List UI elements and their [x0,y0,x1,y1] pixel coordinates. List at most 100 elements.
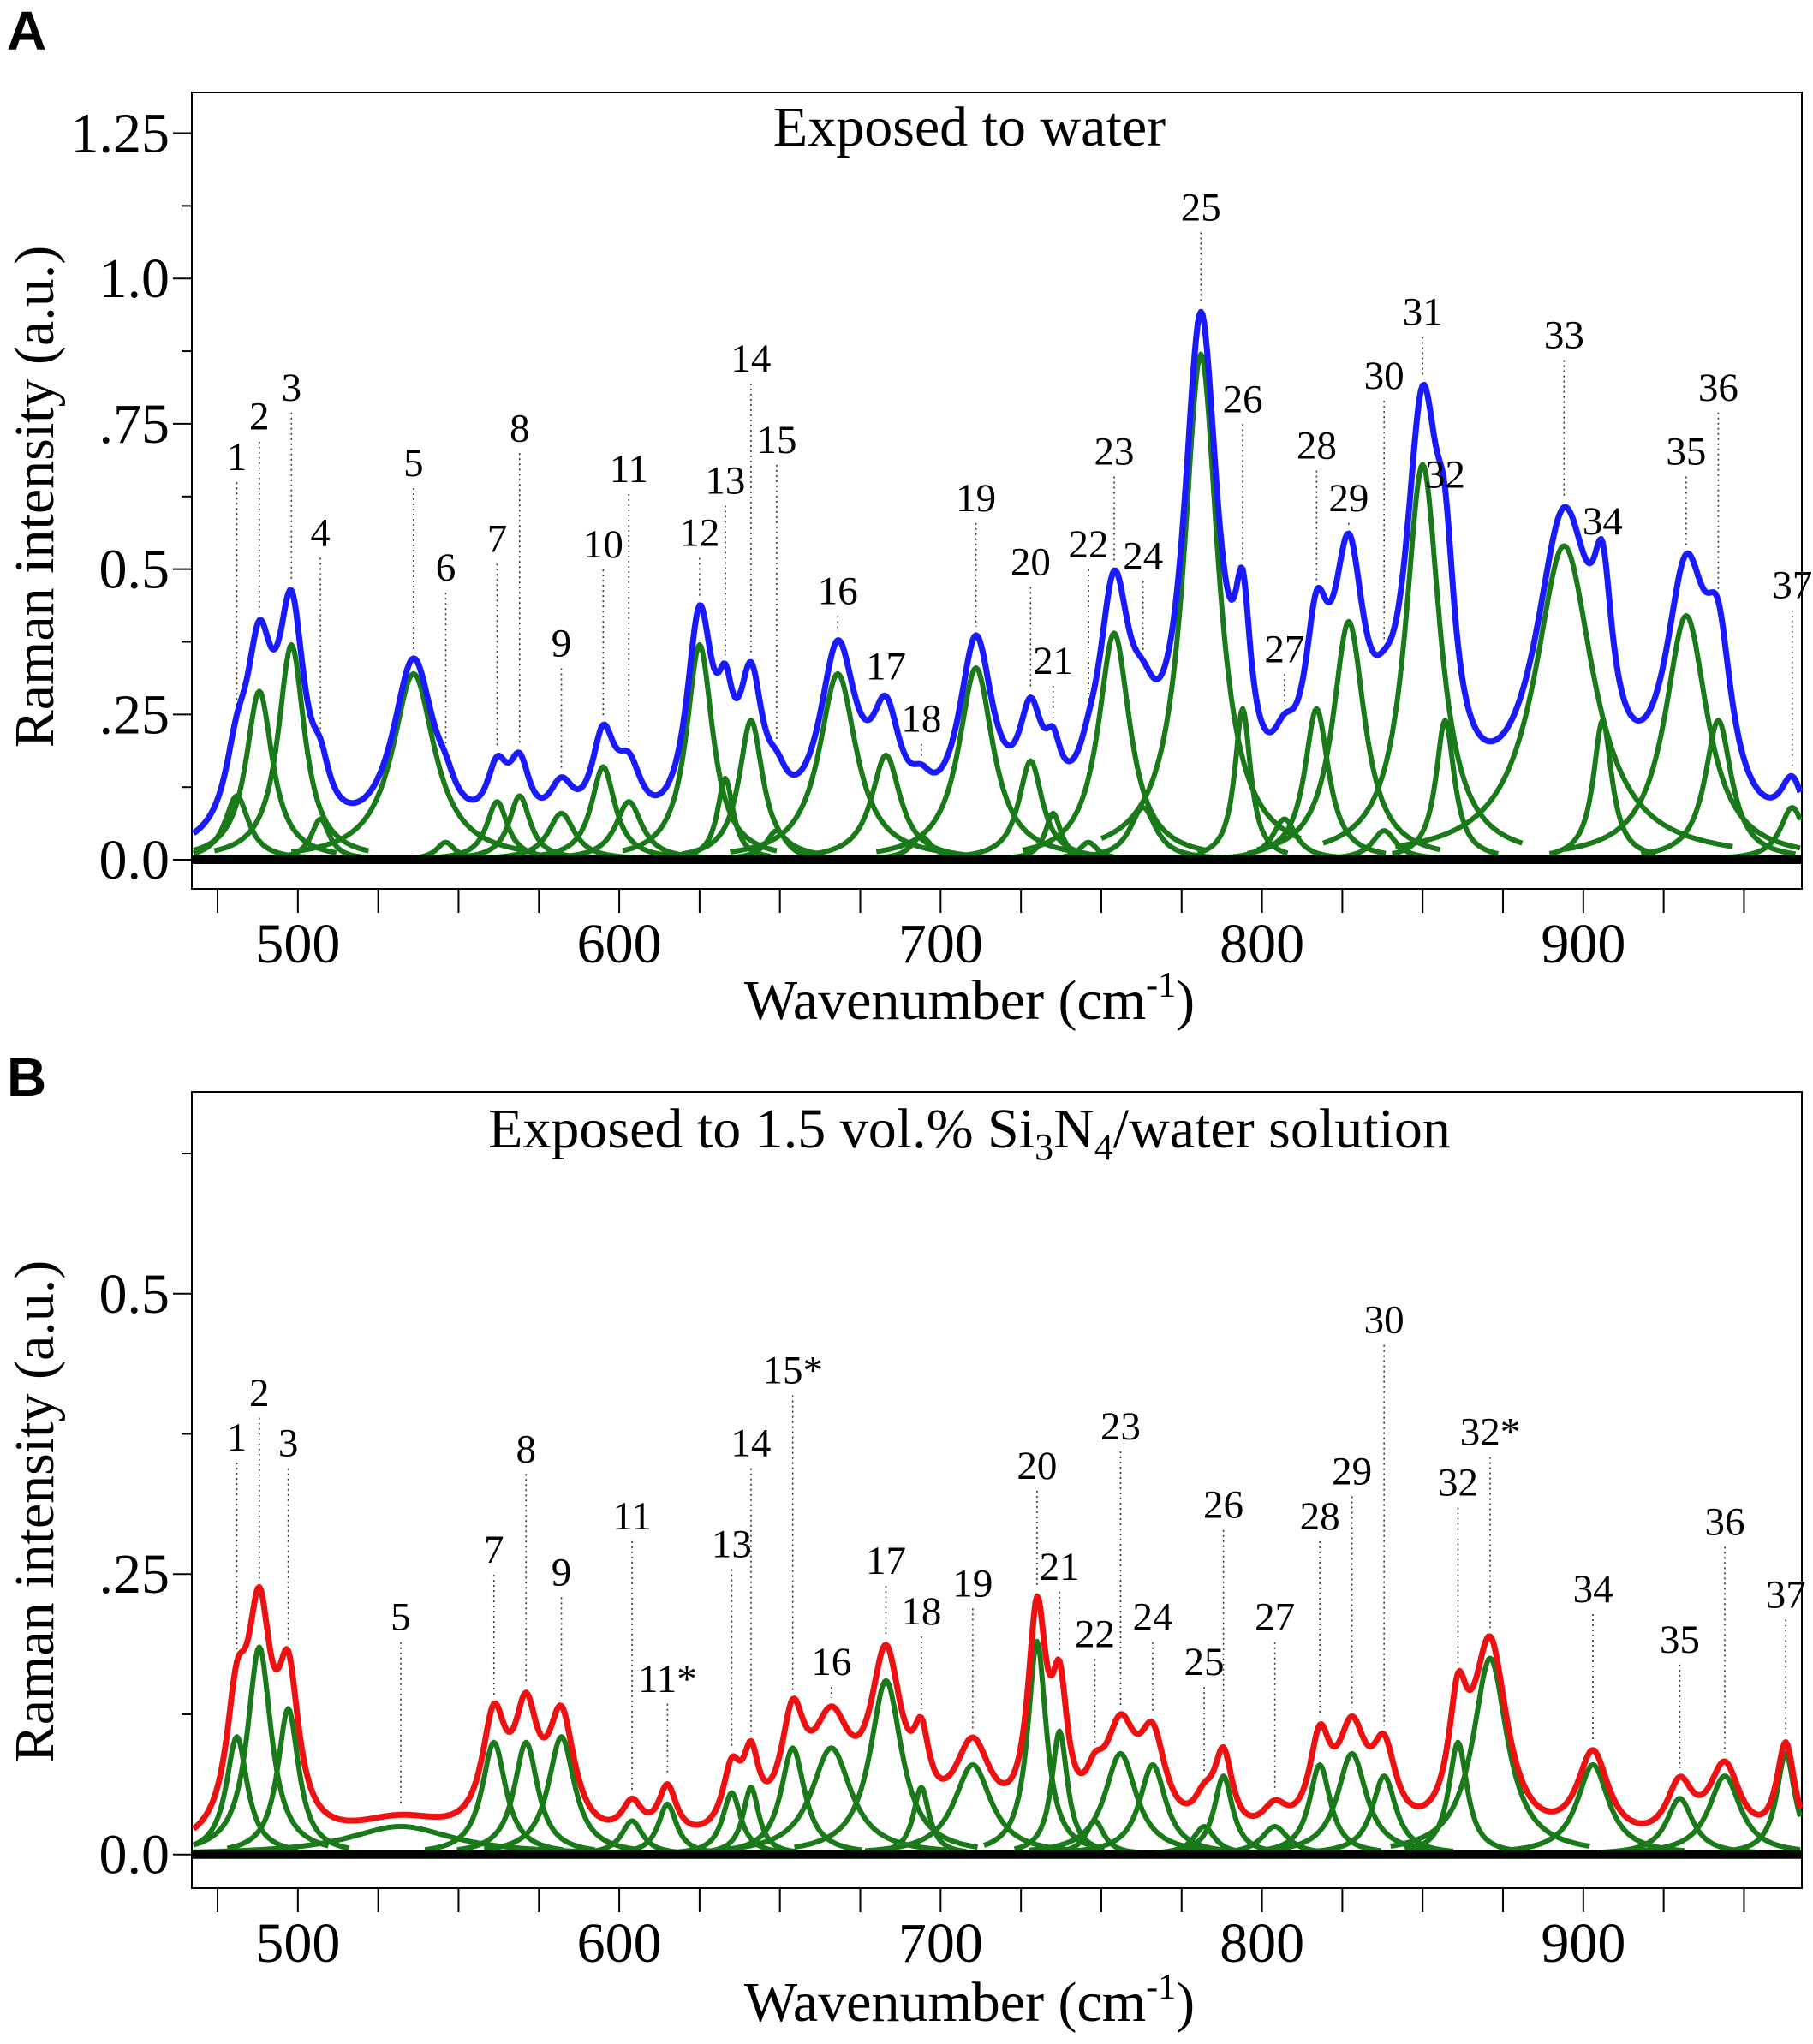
peak-label-33: 33 [1544,313,1584,358]
peak-label-18: 18 [901,1589,941,1634]
peak-label-30: 30 [1364,1298,1404,1343]
component-peak-21 [1013,1728,1106,1852]
peak-label-29: 29 [1328,476,1369,521]
component-peak-13 [677,1790,786,1855]
peak-label-32: 32 [1425,453,1465,498]
panel-b-title: Exposed to 1.5 vol.% Si3N4/water solutio… [488,1098,1451,1168]
component-peak-1 [192,1734,299,1852]
peak-label-28: 28 [1300,1494,1340,1539]
component-peak-12 [621,641,778,854]
y-tick-label-1.25: 1.25 [71,103,170,165]
x-tick-label-900: 900 [1541,913,1625,975]
panel-a-letter: A [7,0,46,62]
component-peak-36 [1640,718,1797,857]
peak-label-34: 34 [1583,499,1623,544]
peak-label-14: 14 [731,337,771,381]
peak-label-22: 22 [1075,1612,1115,1656]
component-peak-7 [423,1739,564,1853]
peak-label-20: 20 [1017,1444,1057,1488]
panel-a-title: Exposed to water [773,96,1166,158]
panel-b-component-peaks [192,1638,1803,1856]
x-tick-label-900: 900 [1541,1912,1625,1975]
peak-label-37: 37 [1766,1573,1806,1618]
y-tick-label-0.5: 0.5 [99,539,170,601]
peak-label-7: 7 [487,516,508,561]
y-tick-label-0.25: .25 [99,1543,170,1606]
peak-label-25: 25 [1181,185,1221,229]
peak-label-20: 20 [1011,539,1051,584]
peak-label-17: 17 [866,1539,906,1583]
panel-a-plot-frame [191,92,1803,890]
peak-label-35: 35 [1660,1618,1700,1662]
peak-label-26: 26 [1203,1483,1243,1528]
panel-a-y-ticks: 0.0 .25 0.5 .75 1.0 1.25 [71,103,192,891]
y-tick-label-0.25: .25 [99,683,170,746]
peak-label-3: 3 [278,1421,299,1466]
component-peak-30 [1314,1773,1454,1854]
panel-b-letter: B [7,1046,46,1108]
y-tick-label-0.75: .75 [99,393,170,456]
peak-label-3: 3 [282,366,302,410]
peak-label-18: 18 [901,697,941,742]
x-tick-label-600: 600 [577,913,662,975]
component-peak-35 [1563,612,1802,852]
peak-label-7: 7 [484,1528,504,1572]
component-peak-32 [1404,1739,1512,1853]
component-peak-8 [456,1739,597,1853]
peak-label-21: 21 [1033,639,1073,683]
y-tick-label-0: 0.0 [99,1824,170,1886]
peak-label-11*: 11* [638,1657,697,1701]
x-tick-label-700: 700 [898,1912,983,1975]
panel-b-peak-labels: 12357891111*131415*161718192021222324252… [227,1298,1806,1701]
peak-label-10: 10 [583,522,623,567]
panel-a-component-peaks [192,351,1803,862]
peak-label-14: 14 [731,1421,771,1466]
peak-label-31: 31 [1403,290,1443,335]
peak-label-24: 24 [1123,534,1163,579]
component-peak-3 [213,641,370,854]
component-peak-2 [192,1644,330,1849]
component-peak-32 [1391,718,1500,856]
peak-label-2: 2 [249,1371,270,1415]
x-tick-label-500: 500 [255,1912,340,1975]
component-peak-14 [681,718,821,857]
peak-label-6: 6 [436,545,456,590]
panel-b-y-axis-label: Raman intensity (a.u.) [3,1260,66,1763]
peak-label-34: 34 [1573,1567,1613,1612]
panel-a: A 500 600 700 800 900 0.0.250.5.751.01.25 12… [3,0,1812,1032]
component-peak-24 [1065,805,1221,861]
peak-label-9: 9 [552,1550,572,1594]
peak-label-17: 17 [866,645,906,689]
component-peak-29 [1255,618,1441,853]
component-peak-25 [1100,351,1302,841]
peak-label-36: 36 [1698,366,1738,410]
peak-label-5: 5 [403,441,424,486]
peak-label-27: 27 [1255,1595,1295,1640]
peak-label-12: 12 [679,510,719,555]
y-tick-label-0.5: 0.5 [99,1263,170,1326]
panel-a-x-axis-label: Wavenumber (cm-1) [744,966,1195,1032]
peak-label-27: 27 [1264,627,1304,671]
component-peak-10 [533,764,674,859]
component-peak-34 [1548,718,1657,856]
panel-a-peak-labels: 1234567891011121314151617181920212223242… [227,185,1812,741]
peak-label-11: 11 [610,447,648,492]
peak-label-32*: 32* [1460,1410,1521,1455]
component-peak-35 [1601,1796,1758,1855]
component-peak-32* [1389,1655,1591,1850]
component-peak-8 [457,793,582,860]
panel-a-y-axis-label: Raman intensity (a.u.) [3,246,66,748]
peak-label-15*: 15* [762,1349,823,1393]
y-tick-label-1: 1.0 [99,247,170,310]
peak-label-13: 13 [705,458,745,503]
x-tick-label-500: 500 [255,913,340,975]
peak-label-11: 11 [612,1494,651,1539]
panel-a-dotted-leaders [236,232,1793,769]
peak-label-8: 8 [516,1427,537,1471]
panel-b-x-axis-label: Wavenumber (cm-1) [744,1968,1195,2034]
component-peak-23 [1021,630,1207,853]
peak-label-23: 23 [1100,1404,1141,1449]
component-peak-2 [192,688,337,855]
peak-label-24: 24 [1132,1595,1172,1640]
